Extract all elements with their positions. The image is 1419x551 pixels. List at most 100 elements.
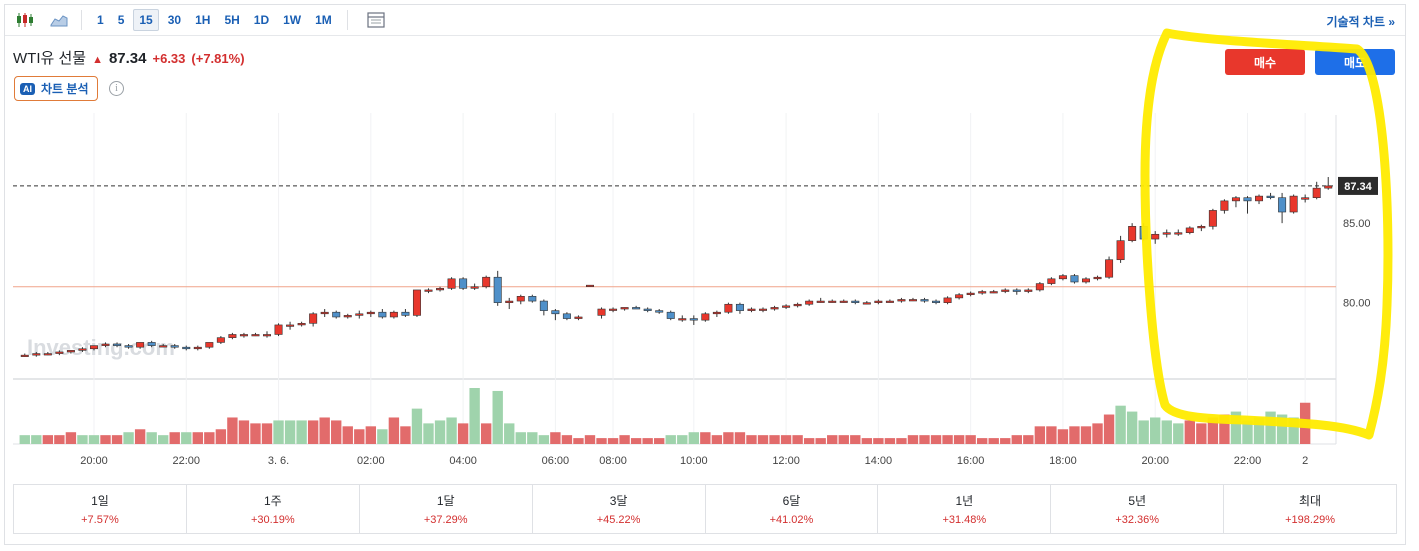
candle-body [770,307,779,310]
performance-value: +198.29% [1285,514,1335,526]
timeframe-15[interactable]: 15 [133,9,159,31]
toolbar-divider [346,10,348,30]
x-tick-label: 3. 6. [268,455,289,467]
volume-bar [538,435,550,444]
volume-bar [411,408,423,444]
candle-body [1001,289,1010,292]
performance-cell[interactable]: 5년 +32.36% [1051,485,1225,533]
candle-body [274,324,283,335]
volume-bar [850,435,861,444]
candle-body [1185,227,1194,233]
candle-body [482,276,491,288]
timeframe-1h[interactable]: 1H [195,13,211,27]
candle-body [1289,195,1298,213]
volume-bar [296,420,307,444]
candle-body [978,291,987,294]
performance-cell[interactable]: 6달 +41.02% [706,485,879,533]
volume-bar [654,438,665,444]
candle-body [470,286,479,289]
candle-body [505,300,514,303]
price-chart[interactable]: Investing.com 87.34 80.00 85.00 20:00 22:00 3.… [5,5,1405,475]
x-tick-label: 12:00 [772,455,800,467]
calendar-icon[interactable] [362,8,390,32]
x-tick-label: 10:00 [680,455,708,467]
volume-bar [365,426,377,444]
candle-body [216,337,225,343]
volume-bar [965,435,976,444]
volume-bar [192,432,203,444]
candle-body [828,300,837,303]
candle-body [1174,232,1183,235]
area-chart-icon[interactable] [45,8,73,32]
volume-bar [54,435,65,444]
timeframe-1[interactable]: 1 [97,13,104,27]
performance-period: 1주 [263,494,282,508]
candle-body [655,310,664,313]
candle-body [251,334,260,337]
volume-bar [88,435,100,444]
ai-chart-analysis-button[interactable]: AI 차트 분석 [14,76,98,101]
technical-chart-link[interactable]: 기술적 차트 » [1326,15,1395,29]
volume-bar [1092,423,1103,444]
volume-bar [1138,420,1149,444]
candle-body [66,350,75,353]
candle-body [193,346,202,350]
volume-bar [434,420,446,444]
performance-cell[interactable]: 1년 +31.48% [878,485,1052,533]
candle-body [297,323,306,326]
x-tick-label: 22:00 [172,455,200,467]
candle-body [1116,240,1125,261]
candle-body [885,300,894,303]
volume-bar [884,438,896,444]
performance-cell[interactable]: 1주 +30.19% [187,485,360,533]
volume-bar [31,435,42,444]
timeframe-1m[interactable]: 1M [315,13,332,27]
timeframe-5h[interactable]: 5H [224,13,240,27]
candle-body [1266,195,1275,198]
timeframe-1w[interactable]: 1W [283,13,302,27]
volume-bar [688,432,699,444]
candle-body [943,297,952,303]
candle-body [1301,197,1310,200]
timeframe-1d[interactable]: 1D [253,13,270,27]
candle-body [332,311,341,318]
candle-body [55,351,64,354]
x-tick-label: 16:00 [957,455,985,467]
volume-bar [642,438,653,444]
timeframe-5[interactable]: 5 [117,13,125,27]
volume-bar [146,432,157,444]
up-arrow-icon: ▲ [92,54,103,66]
performance-cell[interactable]: 최대 +198.29% [1224,485,1396,533]
candle-body [551,310,560,315]
volume-bar [515,432,526,444]
volume-bar [400,426,411,444]
chart-toolbar: 1 5 15 30 1H 5H 1D 1W 1M 기술적 차트 » [5,5,1405,36]
candle-body [101,343,110,346]
performance-bar: 1일 +7.57% 1주 +30.19% 1달 +37.29% 3달 +45.22% 6달 +41… [13,484,1397,534]
last-price: 87.34 [108,50,147,67]
performance-cell[interactable]: 1일 +7.57% [14,485,187,533]
candle-body [378,311,387,318]
volume-bar [596,438,607,444]
buy-button[interactable]: 매수 [1225,49,1305,75]
volume-bar [111,435,123,444]
volume-bar [976,438,988,444]
performance-cell[interactable]: 3달 +45.22% [533,485,706,533]
volume-bar [780,435,792,444]
volume-bar [1276,414,1288,444]
candle-body [1278,197,1287,213]
performance-cell[interactable]: 1달 +37.29% [360,485,533,533]
info-icon[interactable]: i [109,81,124,96]
instrument-name: WTI유 선물 [13,50,87,67]
volume-bar [919,435,930,444]
chart-widget: 1 5 15 30 1H 5H 1D 1W 1M 기술적 차트 » WTI유 선물 ▲ 87.3… [4,4,1406,545]
volume-bar [1196,423,1207,444]
volume-bar [1253,417,1265,444]
volume-bar [1184,420,1196,444]
volume-bar [77,435,88,444]
price-change: +6.33 [152,51,186,66]
timeframe-30[interactable]: 30 [167,13,182,27]
current-price-tag [1338,176,1378,195]
volume-bar [665,435,676,444]
candlestick-icon[interactable] [11,8,39,32]
